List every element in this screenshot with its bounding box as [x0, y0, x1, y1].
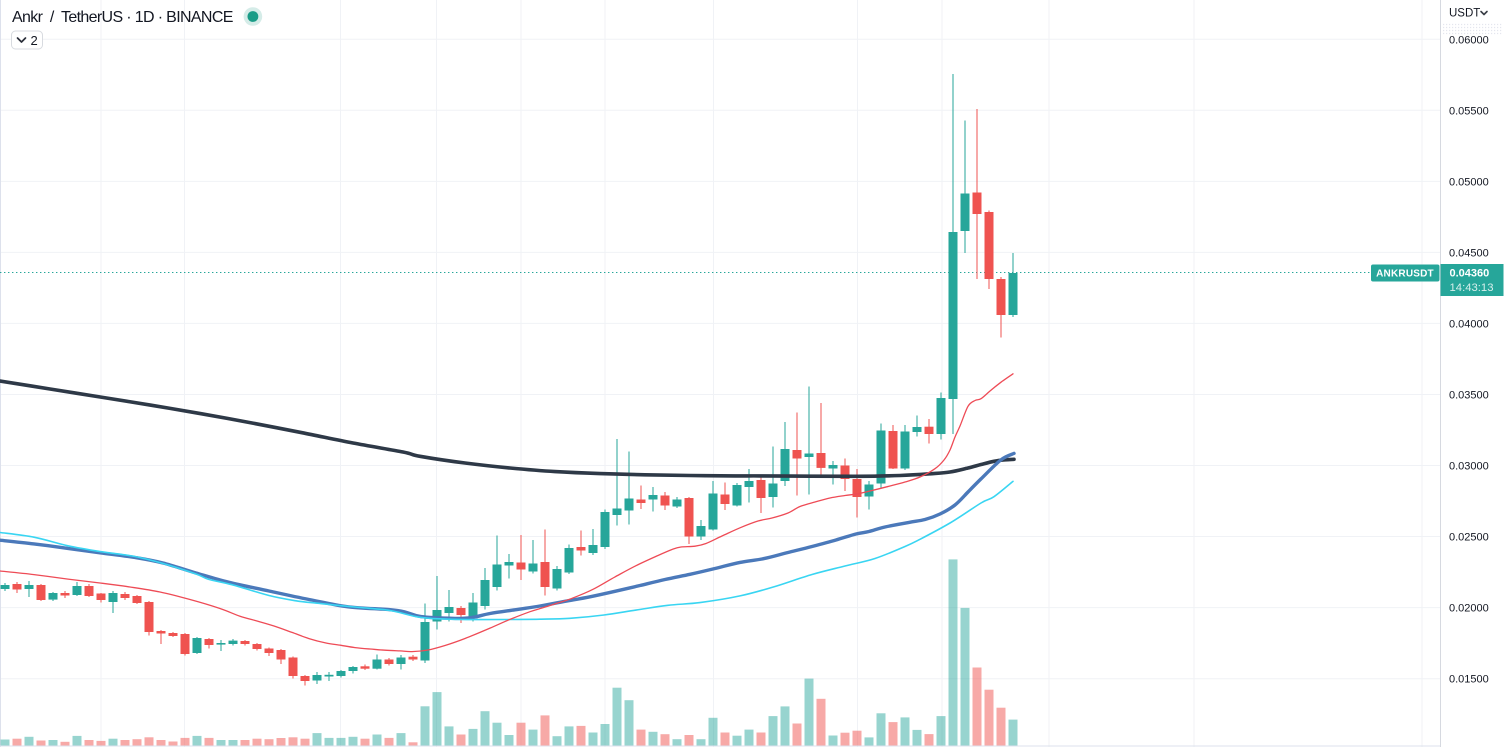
svg-text:0.02500: 0.02500 [1449, 532, 1489, 544]
svg-text:2: 2 [31, 33, 38, 48]
svg-text:0.05000: 0.05000 [1449, 176, 1489, 188]
svg-text:0.04360: 0.04360 [1450, 268, 1490, 280]
svg-text:0.04000: 0.04000 [1449, 318, 1489, 330]
svg-text:0.04500: 0.04500 [1449, 247, 1489, 259]
svg-text:0.05500: 0.05500 [1449, 105, 1489, 117]
svg-text:0.03000: 0.03000 [1449, 461, 1489, 473]
svg-text:0.03500: 0.03500 [1449, 390, 1489, 402]
svg-text:Ankr / TetherUS · 1D · BINAN: Ankr / TetherUS · 1D · BINANCE [12, 9, 233, 26]
svg-text:0.01500: 0.01500 [1449, 674, 1489, 686]
svg-text:ANKRUSDT: ANKRUSDT [1376, 269, 1434, 280]
svg-text:14:43:13: 14:43:13 [1450, 282, 1494, 294]
svg-text:0.06000: 0.06000 [1449, 34, 1489, 46]
svg-text:USDT: USDT [1449, 8, 1480, 20]
svg-text:0.02000: 0.02000 [1449, 603, 1489, 615]
